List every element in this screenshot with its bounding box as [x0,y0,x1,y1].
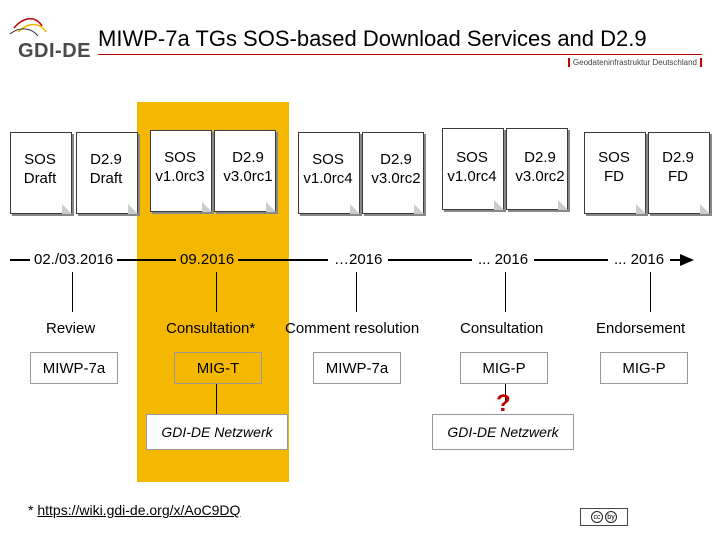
doc-sos-v1rc4 [298,132,360,214]
footnote-link[interactable]: https://wiki.gdi-de.org/x/AoC9DQ [37,502,241,518]
cc-icon: cc [591,511,603,523]
logo-text: GDI-DE [18,40,91,62]
connector [216,272,217,312]
phase-label: Review [46,320,96,337]
doc-label: D2.9 v3.0rc2 [515,149,565,185]
doc-label: D2.9 FD [662,149,694,185]
doc-sos-v1rc4-b [442,128,504,210]
doc-sos-fd [584,132,646,214]
phase-label: Comment resolution [285,320,420,337]
network-box: GDI-DE Netzwerk [146,414,288,450]
date-label: ... 2016 [472,251,535,268]
phase-label: Consultation* [166,320,256,337]
date-label: 02./03.2016 [30,251,118,268]
doc-label: D2.9 v3.0rc1 [223,149,273,185]
date-label: ... 2016 [608,251,671,268]
owner-box: MIG-P [600,352,688,384]
footnote-prefix: * [28,502,38,518]
doc-d29-v3rc1 [214,130,276,212]
doc-d29-v3rc2 [362,132,424,214]
phase-label: Consultation [460,320,544,337]
date-label: …2016 [328,251,389,268]
license-badge: cc by [580,508,628,526]
by-icon: by [605,511,617,523]
page-title: MIWP-7a TGs SOS-based Download Services … [98,26,647,51]
gdi-de-logo: GDI-DE [6,14,98,66]
date-label: 09.2016 [176,251,239,268]
doc-d29-fd [648,132,710,214]
doc-label: D2.9 Draft [89,151,123,187]
connector [216,384,217,414]
connector [505,272,506,312]
phase-label: Endorsement [596,320,686,337]
doc-label: SOS v1.0rc4 [447,149,497,185]
owner-box: MIWP-7a [313,352,401,384]
doc-label: SOS FD [598,149,630,185]
network-box: GDI-DE Netzwerk [432,414,574,450]
owner-box: MIG-T [174,352,262,384]
connector [650,272,651,312]
doc-d29-draft [76,132,138,214]
connector [505,384,506,402]
doc-label: D2.9 v3.0rc2 [371,151,421,187]
connector [356,272,357,312]
title-divider [98,54,702,55]
doc-sos-draft [10,132,72,214]
owner-box: MIG-P [460,352,548,384]
organisation-subtitle: Geodateninfrastruktur Deutschland [567,58,702,67]
connector [72,272,73,312]
doc-label: SOS Draft [23,151,57,187]
owner-box: MIWP-7a [30,352,118,384]
logo-swirl-icon [9,18,47,37]
doc-label: SOS v1.0rc4 [303,151,353,187]
timeline-arrow-icon [680,254,694,266]
doc-d29-v3rc2-b [506,128,568,210]
doc-label: SOS v1.0rc3 [155,149,205,185]
uncertain-marker: ? [496,390,511,417]
doc-sos-v1rc3 [150,130,212,212]
footnote: * https://wiki.gdi-de.org/x/AoC9DQ [28,502,240,518]
